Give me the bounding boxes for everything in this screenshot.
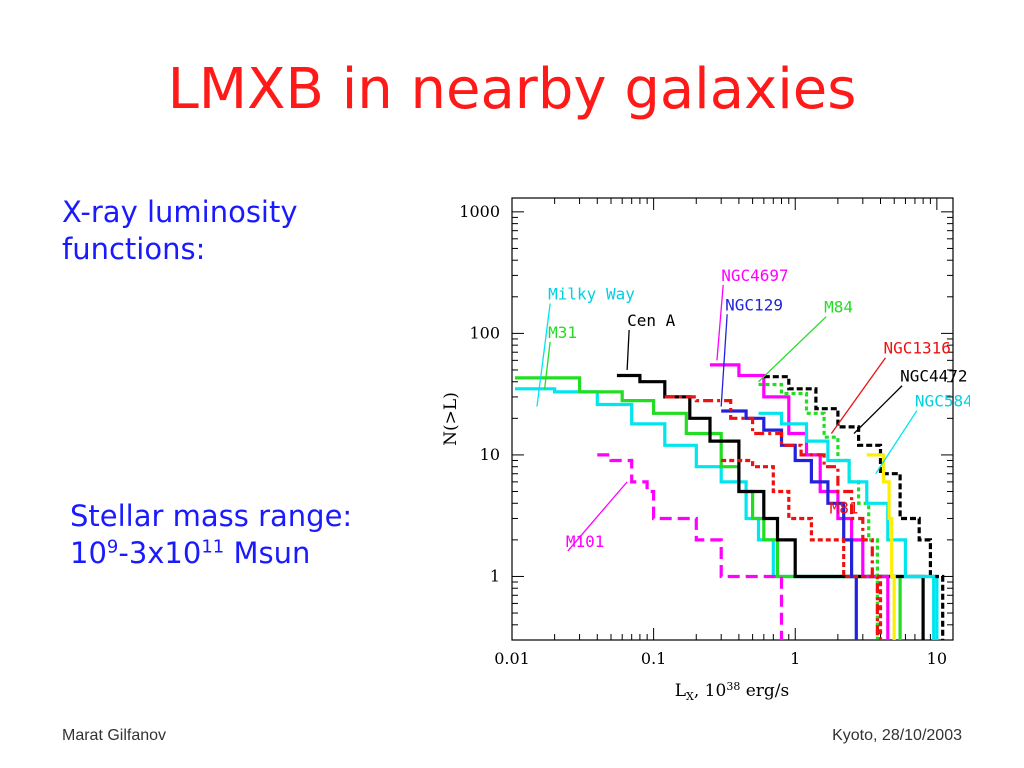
footer-author: Marat Gilfanov — [62, 727, 167, 744]
mass-range-label: Stellar mass range: — [70, 499, 353, 533]
series-label: M31 — [548, 323, 577, 342]
x-tick-label: 10 — [927, 649, 947, 668]
luminosity-heading-line2: functions: — [62, 232, 206, 266]
ngc1316-series — [664, 395, 879, 640]
mass-range-text: Stellar mass range: 109-3x1011 Msun — [70, 498, 352, 572]
series-label: M81 — [830, 498, 859, 517]
ngc129-series — [721, 409, 858, 640]
ngc5846-series — [758, 411, 936, 640]
series-label: M84 — [824, 298, 853, 317]
series-label: NGC1316 — [884, 339, 951, 358]
series-label: NGC129 — [725, 295, 783, 314]
x-tick-label: 0.1 — [641, 649, 666, 668]
series-label-leader — [853, 385, 903, 434]
series-labels: Milky Way M31 Cen A NGC4697 NGC129 M84 NGC1316… — [536, 266, 970, 552]
milky-way-series — [515, 387, 939, 640]
footer-venue-date: Kyoto, 28/10/2003 — [832, 727, 962, 744]
series-label: NGC4697 — [721, 266, 788, 285]
mass-unit: Msun — [224, 536, 311, 570]
y-tick-label: 1 — [490, 566, 500, 585]
series-label-leader — [720, 314, 728, 407]
series-label-leader — [626, 329, 630, 371]
mass-base: 10 — [70, 536, 107, 570]
series-label: Milky Way — [548, 285, 635, 304]
x-label-sub: X — [686, 690, 694, 703]
series-label-leader — [543, 341, 551, 389]
ngc4472-series — [763, 375, 945, 640]
m84-series — [758, 382, 879, 640]
series-layer — [515, 363, 945, 640]
mass-mid: -3x10 — [118, 536, 202, 570]
x-label-unit: erg/s — [740, 681, 789, 701]
unlabeled-series — [866, 453, 896, 640]
series-label-leader — [536, 303, 551, 407]
x-label-exp: 38 — [726, 680, 740, 693]
y-tick-label: 100 — [469, 323, 500, 342]
x-axis-label: LX, 1038 erg/s — [675, 680, 790, 703]
mass-exp-1: 9 — [106, 536, 119, 558]
series-label-leader — [758, 316, 827, 383]
m81-series — [721, 458, 883, 640]
y-axis-label: N(>L) — [441, 392, 461, 446]
x-label-rest: , 10 — [694, 681, 726, 701]
series-label-leader — [716, 284, 724, 361]
y-tick-label: 10 — [480, 445, 500, 464]
series-label: M101 — [566, 532, 605, 551]
ngc4697-series — [710, 363, 890, 640]
plot-frame — [511, 197, 954, 641]
x-tick-label: 0.01 — [494, 649, 530, 668]
series-label-leader — [830, 357, 887, 434]
luminosity-heading: X-ray luminosity functions: — [62, 194, 298, 268]
series-label: NGC5846 — [915, 392, 970, 411]
series-label: Cen A — [627, 311, 676, 330]
cen-a-series — [616, 373, 925, 640]
series-label-leader — [875, 410, 918, 475]
m101-series — [597, 453, 784, 640]
series-label-leader — [567, 481, 628, 552]
luminosity-function-chart: 0.01 0.1 1 10 1 10 100 1000 Milky Way M31 Cen A NG… — [441, 197, 970, 703]
x-label-main: L — [675, 681, 686, 701]
slide-title: LMXB in nearby galaxies — [167, 57, 857, 122]
axis-ticks: 0.01 0.1 1 10 1 10 100 1000 — [459, 198, 953, 668]
series-label: NGC4472 — [900, 367, 967, 386]
y-tick-label: 1000 — [459, 202, 500, 221]
luminosity-heading-line1: X-ray luminosity — [62, 195, 298, 229]
mass-range-value: 109-3x1011 Msun — [70, 535, 352, 572]
x-tick-label: 1 — [790, 649, 800, 668]
mass-exp-2: 11 — [201, 536, 225, 558]
